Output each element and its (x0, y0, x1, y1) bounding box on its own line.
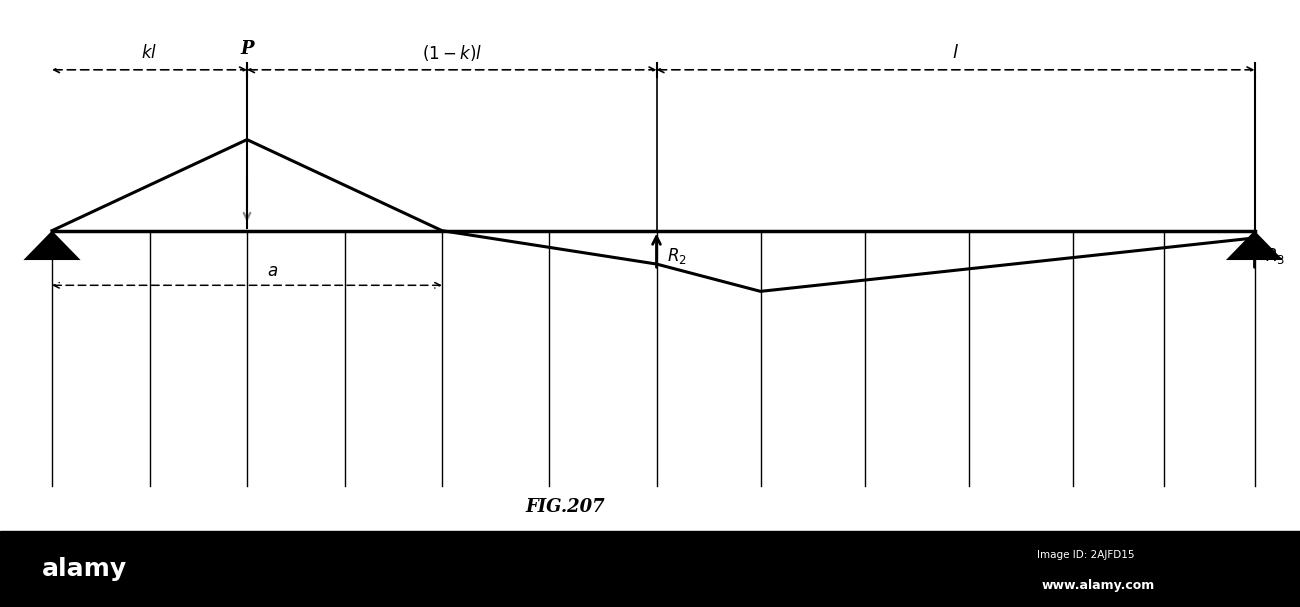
Bar (0, 531, 1300, 607)
Text: P: P (240, 39, 254, 58)
Text: $(1-k)l$: $(1-k)l$ (421, 43, 482, 63)
Text: www.alamy.com: www.alamy.com (1041, 579, 1156, 592)
Text: $R_2$: $R_2$ (667, 246, 686, 266)
Text: alamy: alamy (42, 557, 127, 581)
Text: $R_3$: $R_3$ (1265, 246, 1284, 266)
Text: FIG.207: FIG.207 (525, 498, 606, 516)
Polygon shape (23, 231, 81, 260)
Text: $a$: $a$ (268, 263, 278, 280)
Text: $kl$: $kl$ (142, 44, 157, 62)
Text: $l$: $l$ (952, 44, 959, 62)
Polygon shape (1226, 231, 1283, 260)
Text: Image ID: 2AJFD15: Image ID: 2AJFD15 (1037, 551, 1134, 560)
